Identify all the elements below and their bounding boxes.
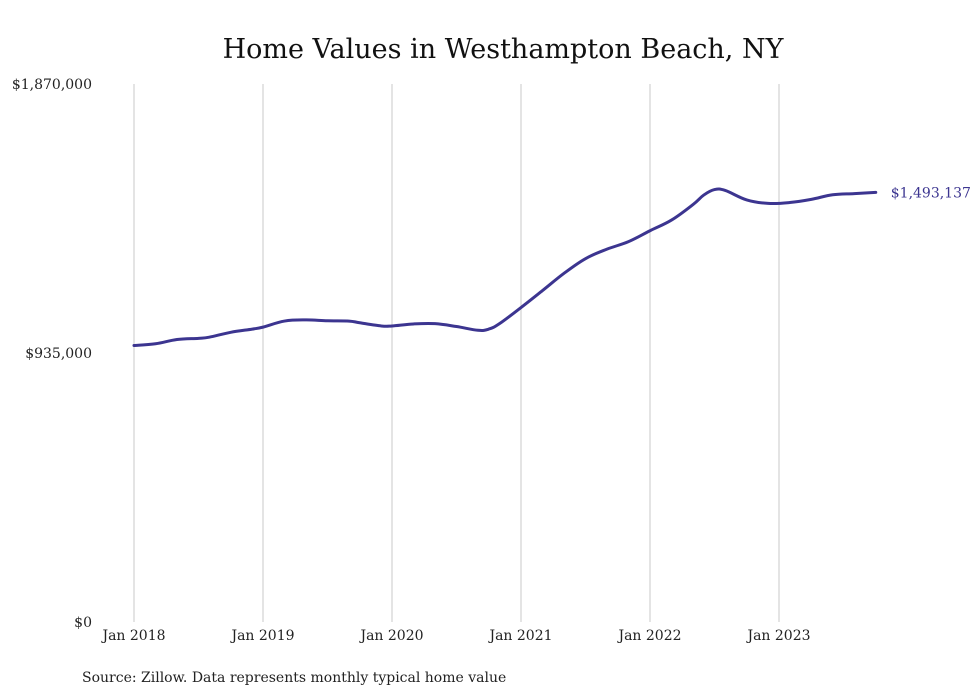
y-axis-ticks: $0 $935,000 $1,870,000 (12, 77, 92, 631)
end-value-label: $1,493,137 (891, 185, 971, 201)
x-tick-label: Jan 2023 (745, 628, 810, 644)
end-labels: $1,493,137 (891, 185, 971, 201)
x-tick-label: Jan 2021 (487, 628, 552, 644)
x-tick-label: Jan 2019 (229, 628, 294, 644)
x-tick-label: Jan 2018 (100, 628, 165, 644)
grid-layer (133, 84, 780, 622)
y-tick-label: $0 (74, 615, 92, 631)
y-tick-label: $1,870,000 (12, 77, 92, 93)
source-note: Source: Zillow. Data represents monthly … (82, 670, 506, 686)
x-tick-label: Jan 2022 (616, 628, 681, 644)
series-layer (132, 187, 878, 348)
x-tick-label: Jan 2020 (358, 628, 423, 644)
y-tick-label: $935,000 (25, 346, 92, 362)
chart-title: Home Values in Westhampton Beach, NY (223, 34, 785, 65)
x-axis-ticks: Jan 2018 Jan 2019 Jan 2020 Jan 2021 Jan 2022… (100, 628, 810, 644)
series-line (132, 187, 878, 348)
